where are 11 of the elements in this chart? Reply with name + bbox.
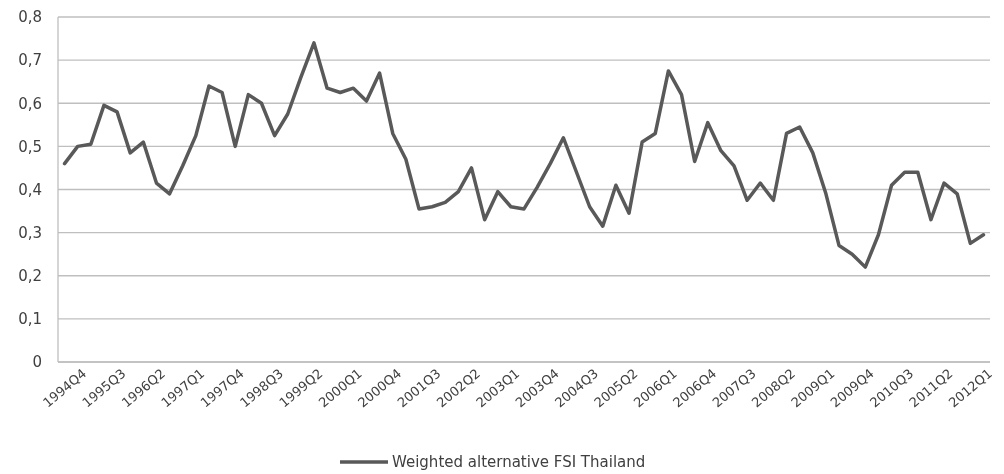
y-tick-label: 0,7 bbox=[18, 51, 42, 70]
y-tick-label: 0,3 bbox=[18, 223, 42, 242]
y-tick-label: 0,6 bbox=[18, 94, 42, 113]
y-tick-label: 0,8 bbox=[18, 8, 42, 27]
line-series bbox=[62, 41, 986, 269]
legend-label: Weighted alternative FSI Thailand bbox=[392, 453, 646, 472]
y-tick-label: 0,1 bbox=[18, 310, 42, 329]
y-tick-label: 0,2 bbox=[18, 267, 42, 285]
y-tick-label: 0 bbox=[32, 353, 42, 372]
y-tick-label: 0,4 bbox=[18, 180, 42, 199]
y-tick-label: 0,5 bbox=[18, 137, 42, 156]
